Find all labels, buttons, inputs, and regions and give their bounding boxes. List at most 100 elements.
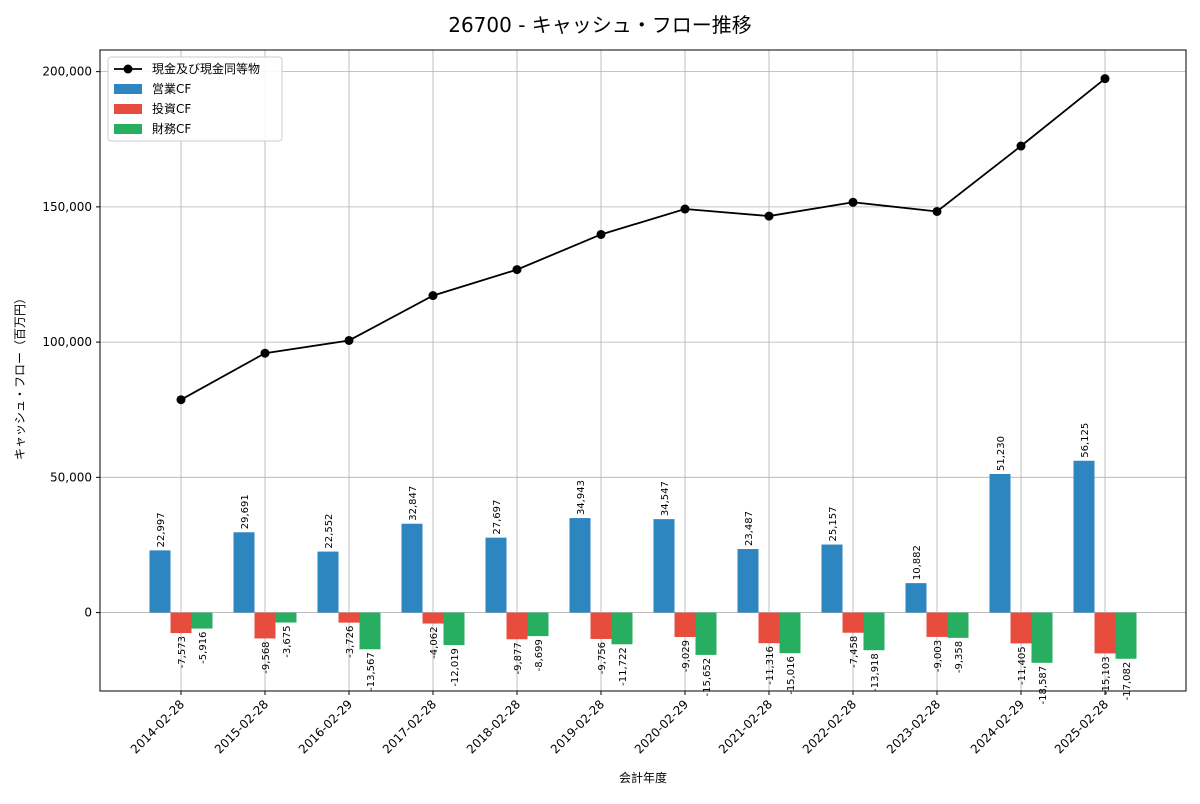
data-label: -7,458 [849,636,860,668]
cash-point [344,335,354,345]
x-tick-label: 2023-02-28 [884,697,943,756]
bar-operating-cf [989,474,1011,613]
cash-point [176,395,186,405]
grid-layer [100,50,1186,691]
data-label: -9,029 [681,640,692,672]
x-tick-label: 2025-02-28 [1052,697,1111,756]
x-tick-label: 2018-02-28 [464,697,523,756]
y-tick-label: 200,000 [42,65,92,79]
cash-point [764,211,774,221]
data-label: -11,316 [765,646,776,685]
bar-operating-cf [485,537,507,613]
x-tick-label: 2020-02-29 [632,697,691,756]
data-labels-layer: 22,997 29,691 22,552 32,847 27,697 34,943 34,5… [156,423,1133,705]
data-label: -9,568 [261,641,272,673]
data-label: -9,877 [513,642,524,674]
bar-investing-cf [1010,612,1032,644]
data-label: -9,003 [933,640,944,672]
data-label: 10,882 [912,545,923,580]
cash-point [848,197,858,207]
bar-investing-cf [590,612,612,639]
data-label: -3,726 [345,626,356,658]
bar-financing-cf [695,612,717,655]
data-label: 34,547 [660,481,671,516]
bar-investing-cf [674,612,696,637]
legend-swatch [114,84,142,94]
y-tick-label: 50,000 [50,470,92,484]
legend-marker-cash [123,64,133,74]
bar-investing-cf [254,612,276,639]
cash-point [1016,141,1026,151]
data-label: 51,230 [996,436,1007,471]
cash-point [512,265,522,275]
cash-point [680,204,690,214]
data-label: -9,756 [597,642,608,674]
x-tick-label: 2017-02-28 [380,697,439,756]
bar-operating-cf [401,523,423,613]
x-tick-label: 2015-02-28 [212,697,271,756]
bar-operating-cf [317,551,339,613]
cash-line [180,77,1106,401]
bar-investing-cf [926,612,948,637]
x-tick-label: 2014-02-28 [128,697,187,756]
data-label: 22,997 [156,512,167,547]
bar-investing-cf [170,612,192,634]
data-label: -13,918 [870,653,881,692]
bar-financing-cf [779,612,801,654]
data-label: 27,697 [492,500,503,535]
bar-financing-cf [443,612,465,646]
data-label: -3,675 [282,626,293,658]
y-axis-title: キャッシュ・フロー（百万円） [13,292,27,460]
data-label: -12,019 [450,648,461,687]
bar-operating-cf [821,544,843,613]
bar-financing-cf [527,612,549,637]
legend-swatch [114,124,142,134]
data-label: -11,405 [1017,646,1028,685]
data-label: -18,587 [1038,666,1049,705]
bar-financing-cf [359,612,381,650]
bar-operating-cf [737,549,759,613]
bar-financing-cf [1115,612,1137,659]
cash-point [1100,74,1110,84]
x-tick-label: 2021-02-28 [716,697,775,756]
bars-layer [149,460,1137,663]
legend-box [107,56,283,142]
data-label: -4,062 [429,627,440,659]
data-label: 22,552 [324,514,335,549]
bar-financing-cf [1031,612,1053,663]
data-label: -15,016 [786,656,797,695]
bar-operating-cf [569,518,591,613]
bar-investing-cf [758,612,780,644]
data-label: -15,652 [702,658,713,697]
bar-financing-cf [863,612,885,651]
data-label: -11,722 [618,647,629,686]
y-tick-label: 150,000 [42,200,92,214]
x-tick-label: 2019-02-28 [548,697,607,756]
bar-operating-cf [653,519,675,613]
data-label: -15,103 [1101,656,1112,695]
data-label: 29,691 [240,494,251,529]
y-tick-label: 0 [84,606,92,620]
data-label: 32,847 [408,486,419,521]
x-axis-title: 会計年度 [619,770,667,785]
cash-point [260,348,270,358]
plot-frame [99,49,1187,692]
data-label: -5,916 [198,632,209,664]
data-label: -13,567 [366,652,377,691]
bar-investing-cf [422,612,444,624]
cash-point [596,229,606,239]
chart-title: 26700 - キャッシュ・フロー推移 [448,13,752,37]
cash-point [932,206,942,216]
legend-label: 財務CF [152,121,191,136]
bar-investing-cf [842,612,864,633]
x-tick-label: 2022-02-28 [800,697,859,756]
data-label: -9,358 [954,641,965,673]
x-tick-label: 2016-02-29 [296,697,355,756]
legend-label: 営業CF [152,82,191,96]
x-tick-label: 2024-02-29 [968,697,1027,756]
legend-label: 投資CF [152,101,191,116]
bar-investing-cf [1094,612,1116,654]
